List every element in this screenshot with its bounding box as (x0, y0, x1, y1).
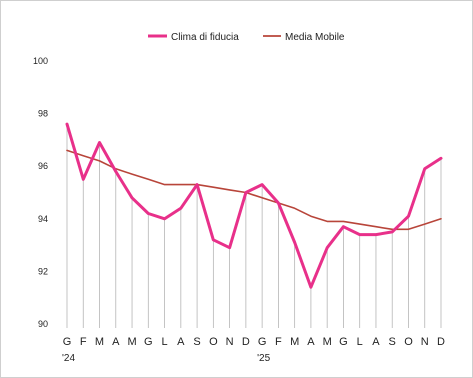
x-tick-label: G (258, 336, 267, 348)
x-tick-label: F (80, 336, 87, 348)
x-tick-label: G (144, 336, 153, 348)
y-tick-label: 98 (38, 109, 48, 119)
x-tick-label: G (63, 336, 72, 348)
y-tick-label: 92 (38, 266, 48, 276)
x-axis: G F M A M G L A S O N D G F M A M G L A S O N D'24'25 (62, 336, 445, 364)
legend-label-clima: Clima di fiducia (171, 32, 239, 43)
x-tick-label: S (389, 336, 396, 348)
x-tick-label: M (127, 336, 136, 348)
x-tick-label: D (242, 336, 250, 348)
x-tick-label: A (177, 336, 185, 348)
x-tick-label: N (421, 336, 429, 348)
legend-label-media-mobile: Media Mobile (285, 32, 345, 43)
x-tick-label: S (193, 336, 200, 348)
legend: Clima di fiducia Media Mobile (148, 32, 345, 43)
series-line-clima-di-fiducia (65, 122, 443, 289)
x-tick-label: A (307, 336, 315, 348)
x-tick-label: O (209, 336, 218, 348)
year-label: '25 (257, 353, 270, 364)
y-tick-label: 90 (38, 319, 48, 329)
x-tick-label: M (323, 336, 332, 348)
x-tick-label: M (290, 336, 299, 348)
x-tick-label: A (112, 336, 120, 348)
x-tick-label: N (226, 336, 234, 348)
drop-lines (66, 124, 442, 328)
year-label: '24 (62, 353, 75, 364)
x-tick-label: G (339, 336, 348, 348)
x-tick-label: F (275, 336, 282, 348)
x-tick-label: D (437, 336, 445, 348)
y-tick-label: 100 (33, 56, 48, 66)
x-tick-label: M (95, 336, 104, 348)
y-tick-label: 94 (38, 214, 48, 224)
x-tick-label: L (162, 336, 168, 348)
y-axis: 90 92 94 96 98 100 (33, 56, 48, 329)
series-line-media-mobile (66, 149, 442, 231)
x-tick-label: O (404, 336, 413, 348)
series-layer (65, 122, 443, 289)
y-tick-label: 96 (38, 161, 48, 171)
x-tick-label: L (357, 336, 363, 348)
x-tick-label: A (372, 336, 380, 348)
